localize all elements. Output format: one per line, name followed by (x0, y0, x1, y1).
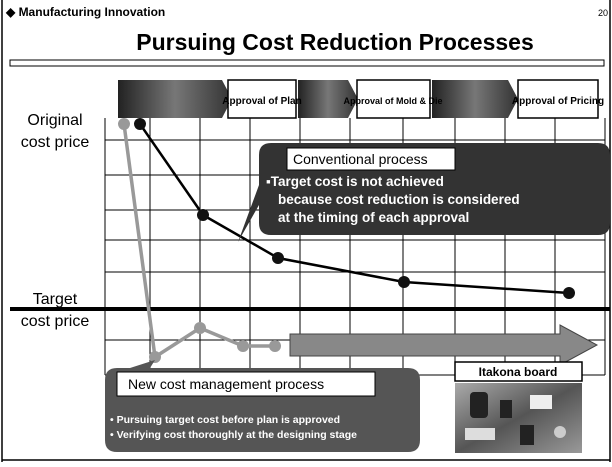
photo-label: Itakona board (479, 365, 558, 379)
y-label: Target (33, 291, 78, 308)
new-cost-points (118, 118, 281, 363)
callout-title: Conventional process (293, 151, 428, 167)
stage-label: Approval of Pricing (512, 96, 604, 107)
stage-box (227, 79, 297, 119)
stage-box (356, 79, 431, 119)
stage-box (517, 79, 599, 119)
title-rule (9, 59, 605, 67)
callout-title-box (286, 147, 456, 171)
section: ◆ Manufacturing Innovation (5, 5, 165, 19)
y-label: cost price (21, 313, 90, 330)
process-arrow (118, 80, 232, 118)
stage-label: Approval of Plan (222, 96, 301, 107)
process-arrow (298, 80, 358, 118)
callout-text: at the timing of each approval (278, 210, 469, 225)
conventional-points (134, 118, 575, 299)
callout-text: because cost reduction is considered (278, 192, 520, 207)
callout-title: New cost management process (128, 376, 324, 392)
page-number: 20 (598, 8, 608, 18)
callout-bullet: • Verifying cost thoroughly at the desig… (110, 429, 357, 441)
photo-detail (465, 392, 566, 445)
title: Pursuing Cost Reduction Processes (136, 29, 533, 55)
callout-title-box (116, 371, 376, 397)
progress-arrow (289, 324, 599, 366)
process-arrow (432, 80, 518, 118)
y-label: Original (27, 112, 82, 129)
callout-bullet: • Pursuing target cost before plan is ap… (110, 414, 340, 426)
y-label: cost price (21, 134, 90, 151)
callout-text: ▪Target cost is not achieved (266, 174, 444, 189)
stage-label: Approval of Mold & Die (344, 96, 443, 106)
photo-label-box (454, 361, 583, 382)
